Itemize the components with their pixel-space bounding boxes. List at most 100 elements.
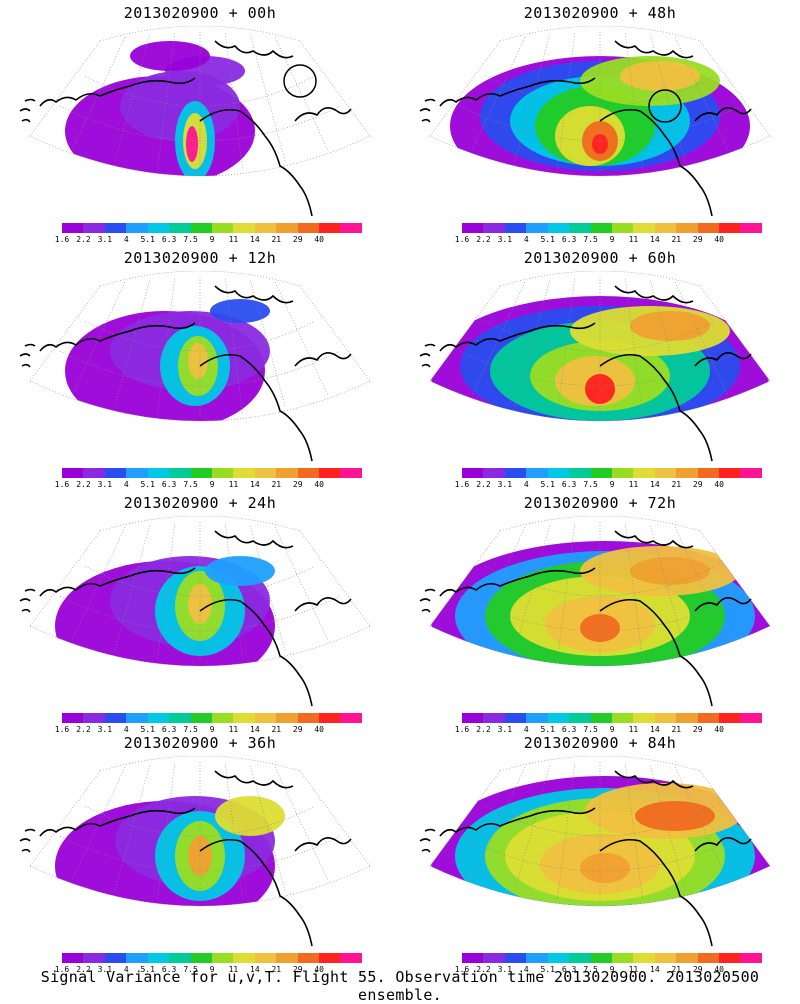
colorbar-tick-label: 21 — [671, 480, 682, 489]
colorbar-swatch — [147, 713, 170, 723]
colorbar-swatch — [147, 953, 170, 963]
graticule — [29, 271, 371, 422]
colorbar-tick-label: 11 — [628, 725, 639, 734]
colorbar-labels: 1.6 2.2 3.1 4 5.1 6.3 7.5 9 11 14 21 29 40 — [455, 965, 762, 975]
colorbar-swatch — [62, 713, 84, 723]
colorbar-tick-label: 7.5 — [183, 235, 198, 244]
colorbar-swatch — [62, 223, 84, 233]
colorbar-swatch — [254, 468, 277, 478]
colorbar-swatch — [676, 468, 698, 478]
variance-contour — [205, 556, 275, 586]
colorbar — [462, 468, 762, 478]
colorbar-swatch — [676, 713, 698, 723]
colorbar-tick-label: 3.1 — [497, 965, 513, 974]
colorbar-swatch — [211, 468, 234, 478]
variance-field — [65, 299, 270, 421]
colorbar-swatch — [697, 468, 720, 478]
colorbar-tick-label: 3.1 — [97, 965, 113, 974]
colorbar-swatch — [104, 468, 127, 478]
colorbar-tick-label: 21 — [271, 965, 282, 974]
colorbar-swatch — [590, 468, 612, 478]
colorbar-tick-label: 4 — [523, 725, 529, 734]
colorbar-tick-label: 14 — [250, 480, 260, 489]
colorbar-labels: 1.6 2.2 3.1 4 5.1 6.3 7.5 9 11 14 21 29 40 — [55, 725, 362, 735]
colorbar-tick-label: 9 — [609, 725, 615, 734]
colorbar-tick-label: 2.2 — [476, 480, 491, 489]
map-panel-12h: 2013020900 + 12h 1.6 2.2 3.1 4 5.1 6.3 7.5 9 11 1… — [0, 245, 400, 490]
colorbar-tick-label: 1.6 — [54, 235, 70, 244]
colorbar-swatch — [83, 713, 105, 723]
colorbar-swatch — [483, 953, 505, 963]
variance-map — [419, 756, 771, 947]
colorbar-tick-label: 5.1 — [540, 235, 555, 244]
colorbar-swatch — [547, 468, 570, 478]
colorbar-swatch — [169, 713, 191, 723]
colorbar-swatch — [340, 713, 362, 723]
colorbar-swatch — [504, 953, 527, 963]
colorbar-swatch — [319, 713, 341, 723]
colorbar-tick-label: 6.3 — [161, 725, 177, 734]
panel-title: 2013020900 + 48h — [523, 4, 677, 22]
colorbar-swatch — [190, 713, 212, 723]
colorbar-swatch — [104, 713, 127, 723]
colorbar-swatch — [676, 953, 698, 963]
colorbar-swatch — [483, 223, 505, 233]
colorbar-swatch — [462, 468, 484, 478]
colorbar-tick-label: 2.2 — [76, 965, 91, 974]
colorbar-swatch — [740, 223, 762, 233]
colorbar-swatch — [654, 468, 677, 478]
graticule — [429, 271, 771, 422]
colorbar-tick-label: 6.3 — [561, 965, 577, 974]
graticule — [429, 516, 771, 667]
colorbar-swatch — [526, 468, 548, 478]
colorbar-swatch — [719, 713, 741, 723]
coastlines — [419, 530, 752, 707]
colorbar-swatch — [740, 713, 762, 723]
colorbar-tick-label: 4 — [523, 965, 529, 974]
colorbar-tick-label: 29 — [692, 480, 703, 489]
colorbar-swatch — [211, 223, 234, 233]
colorbar-labels: 1.6 2.2 3.1 4 5.1 6.3 7.5 9 11 14 21 29 40 — [455, 480, 762, 490]
coastlines — [419, 770, 752, 947]
graticule — [29, 756, 371, 907]
colorbar-swatch — [611, 713, 634, 723]
colorbar-swatch — [297, 468, 320, 478]
variance-field — [430, 541, 770, 666]
coastlines — [19, 40, 352, 217]
colorbar-tick-label: 2.2 — [476, 965, 491, 974]
colorbar-tick-label: 9 — [209, 725, 215, 734]
colorbar-swatch — [233, 468, 255, 478]
colorbar-tick-label: 40 — [314, 235, 324, 244]
colorbar-tick-label: 29 — [292, 235, 303, 244]
colorbar-swatch — [719, 468, 741, 478]
colorbar-tick-label: 5.1 — [140, 965, 155, 974]
colorbar-tick-label: 6.3 — [561, 725, 577, 734]
colorbar-tick-label: 40 — [314, 965, 324, 974]
colorbar-tick-label: 3.1 — [497, 480, 513, 489]
colorbar-swatch — [319, 223, 341, 233]
colorbar-swatch — [697, 223, 720, 233]
colorbar-swatch — [654, 953, 677, 963]
colorbar-labels: 1.6 2.2 3.1 4 5.1 6.3 7.5 9 11 14 21 29 40 — [455, 725, 762, 735]
panel-title: 2013020900 + 72h — [523, 494, 677, 512]
colorbar-tick-label: 7.5 — [183, 965, 198, 974]
colorbar-tick-label: 1.6 — [54, 480, 70, 489]
colorbar-tick-label: 4 — [123, 480, 129, 489]
colorbar-tick-label: 4 — [123, 725, 129, 734]
colorbar-tick-label: 11 — [228, 235, 239, 244]
colorbar-swatch — [83, 223, 105, 233]
colorbar-tick-label: 14 — [650, 965, 660, 974]
map-panel-48h: 2013020900 + 48h 1.6 2.2 3.1 4 5.1 6.3 7.5 9 11 1… — [400, 0, 800, 245]
colorbar-tick-label: 6.3 — [161, 235, 177, 244]
colorbar-tick-label: 11 — [228, 725, 239, 734]
colorbar-swatch — [462, 713, 484, 723]
colorbar-tick-label: 5.1 — [140, 235, 155, 244]
panel-title: 2013020900 + 00h — [123, 4, 277, 22]
colorbar-swatch — [483, 468, 505, 478]
colorbar-swatch — [569, 223, 591, 233]
colorbar-swatch — [340, 953, 362, 963]
variance-map — [419, 271, 771, 462]
colorbar-tick-label: 7.5 — [583, 235, 598, 244]
colorbar-swatch — [126, 223, 148, 233]
colorbar-tick-label: 7.5 — [183, 725, 198, 734]
